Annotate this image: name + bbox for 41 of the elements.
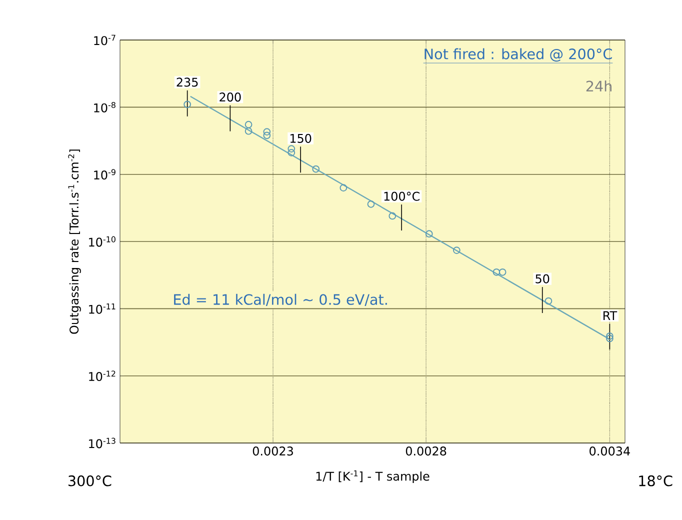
annotation: 235 xyxy=(176,78,198,87)
point xyxy=(606,332,614,340)
point xyxy=(244,127,252,135)
point xyxy=(606,334,614,342)
point xyxy=(263,128,271,136)
text: 18°C xyxy=(639,475,672,486)
y-tick-label: 10$^{-12}$ xyxy=(89,370,116,382)
point xyxy=(184,100,192,108)
point xyxy=(498,268,506,276)
y-tick-label: 10$^{-9}$ xyxy=(94,169,116,180)
point xyxy=(288,149,296,156)
point xyxy=(263,132,271,140)
annotation: Ed = 11 kCal/mol ~ 0.5 eV/at. xyxy=(174,294,387,306)
annotation: 200 xyxy=(220,92,241,102)
y-tick-label: 10$^{-11}$ xyxy=(89,304,116,314)
y-tick-label: 10$^{-13}$ xyxy=(89,438,116,448)
point xyxy=(452,246,460,254)
annotation: 100°C xyxy=(384,192,420,201)
point xyxy=(492,268,500,276)
point xyxy=(367,200,375,208)
y-tick-label: 10$^{-7}$ xyxy=(94,34,116,46)
y-tick-label: 10$^{-10}$ xyxy=(89,236,116,247)
x-tick-label: 0.0023 xyxy=(252,446,293,456)
annotation: RT xyxy=(604,311,618,320)
point xyxy=(288,145,296,152)
y-axis-title: Outgassing rate [Torr.l.s$^{-1}$.cm$^{-2}$] xyxy=(68,150,81,334)
annotation: Not fired : baked @ 200°C xyxy=(424,48,612,62)
x-axis-title: 1/T [K$^{-1}$] - T sample xyxy=(316,470,430,484)
y-tick-label: 10$^{-8}$ xyxy=(94,102,116,112)
annotation: 150 xyxy=(290,134,312,143)
point xyxy=(425,230,433,238)
point xyxy=(312,165,320,173)
x-tick-label: 0.0034 xyxy=(590,446,630,456)
point xyxy=(544,297,552,305)
point xyxy=(388,212,396,220)
text: 300°C xyxy=(68,475,112,486)
annotation: 50 xyxy=(536,274,550,284)
annotation: 24h xyxy=(586,80,612,92)
x-tick-label: 0.0028 xyxy=(406,446,446,456)
point xyxy=(244,120,252,128)
point xyxy=(340,184,348,192)
